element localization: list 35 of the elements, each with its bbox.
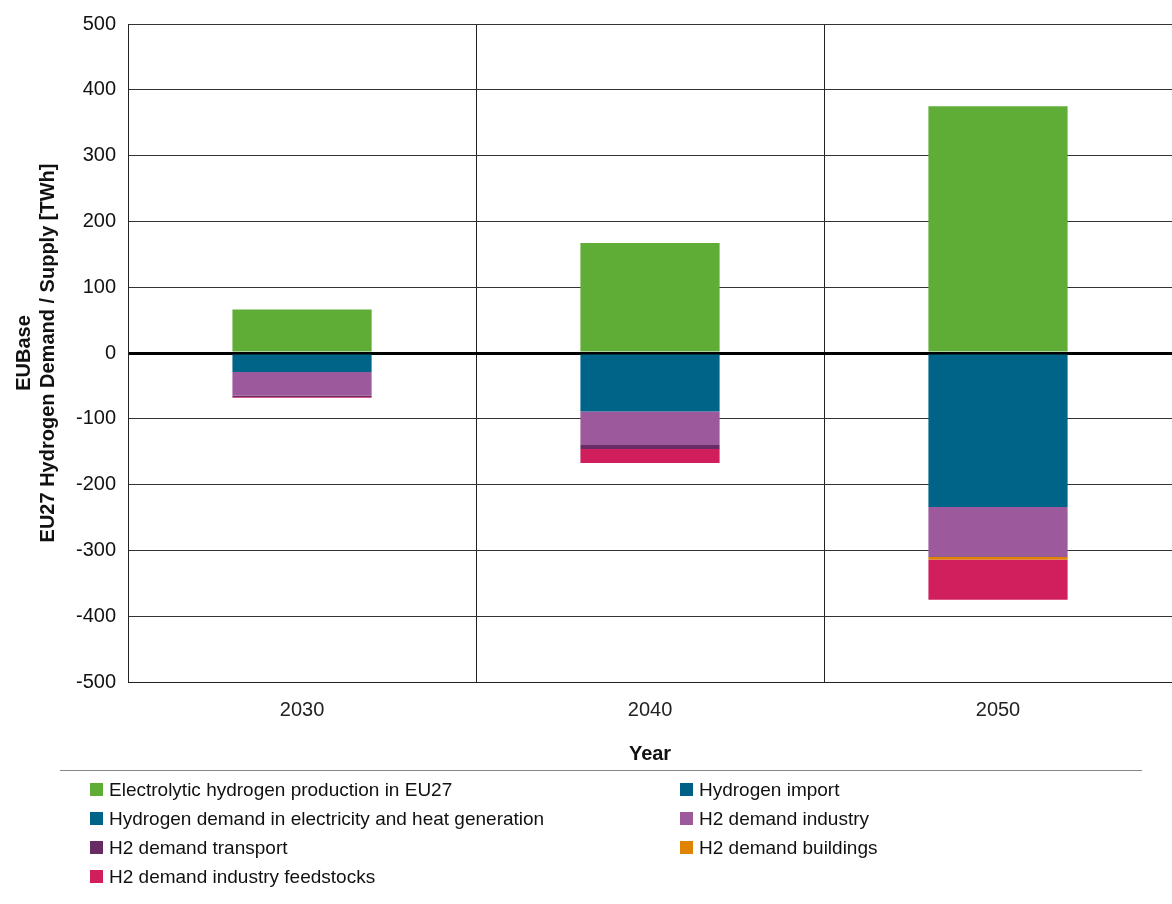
- x-axis-title: Year: [628, 741, 672, 764]
- bar: [580, 449, 720, 463]
- legend-label: H2 demand industry: [699, 807, 870, 830]
- y-tick-label: -400: [76, 603, 117, 626]
- legend-label: H2 demand buildings: [699, 836, 878, 859]
- legend-label: Hydrogen import: [699, 778, 840, 801]
- y-axis-title: EUBase EU27 Hydrogen Demand / Supply [TWh]: [11, 163, 58, 543]
- x-tick-label: 2050: [975, 697, 1021, 720]
- y-tick-label: -300: [76, 537, 117, 560]
- y-tick-label: -100: [76, 406, 117, 429]
- bar: [580, 243, 720, 352]
- bar: [232, 372, 372, 396]
- y-tick-label: 100: [82, 274, 117, 297]
- y-tick-label: 400: [82, 77, 117, 100]
- y-tick-label: -200: [76, 472, 117, 495]
- bar: [928, 354, 1068, 507]
- y-tick-label: 500: [82, 11, 117, 34]
- y-tick-label: -500: [76, 669, 117, 692]
- x-tick-label: 2030: [279, 697, 325, 720]
- legend-label: H2 demand industry feedstocks: [109, 865, 376, 888]
- bar: [580, 354, 720, 412]
- y-tick-label: 200: [82, 208, 117, 231]
- bar: [580, 411, 720, 446]
- x-tick-label: 2040: [627, 697, 673, 720]
- legend-label: Hydrogen demand in electricity and heat generation: [109, 807, 545, 830]
- bar: [232, 354, 372, 373]
- y-tick-label: 0: [104, 340, 117, 363]
- bar: [580, 445, 720, 450]
- y-tick-label: 300: [82, 143, 117, 166]
- bar: [232, 309, 372, 352]
- legend-label: H2 demand transport: [109, 836, 288, 859]
- bar: [928, 106, 1068, 352]
- bar: [928, 559, 1068, 600]
- bar: [928, 506, 1068, 557]
- legend-label: Electrolytic hydrogen production in EU27: [109, 778, 453, 801]
